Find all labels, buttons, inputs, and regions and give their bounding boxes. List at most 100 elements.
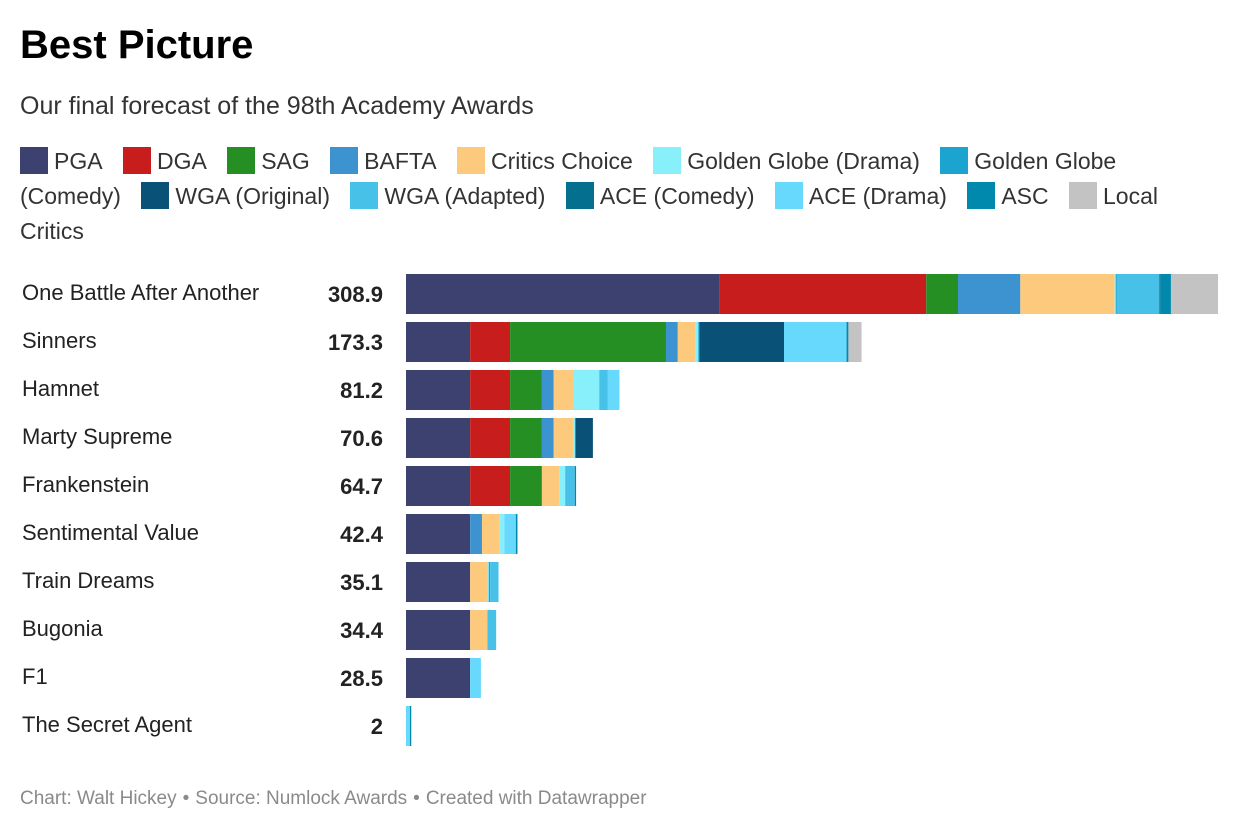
- legend-label: ASC: [1001, 183, 1049, 209]
- bar-segment-wga-adapted: [487, 610, 497, 650]
- bar-chart: One Battle After Another 308.9 Sinners 173.…: [22, 274, 1218, 746]
- bar-row-marty-supreme: Marty Supreme 70.6: [22, 418, 593, 458]
- bar-segment-golden-globe-comedy: [1115, 274, 1117, 314]
- bar-row-bugonia: Bugonia 34.4: [22, 610, 497, 650]
- bar-row-hamnet: Hamnet 81.2: [22, 370, 620, 410]
- bar-row-sentimental-value: Sentimental Value 42.4: [22, 514, 518, 554]
- legend-swatch: [653, 147, 682, 174]
- legend-swatch: [940, 147, 969, 174]
- category-label: F1: [22, 664, 48, 689]
- bar-segment-golden-globe-drama: [559, 466, 566, 506]
- bar-segment-golden-globe-drama: [695, 322, 699, 362]
- legend-swatch: [20, 147, 48, 174]
- legend-label: Local Critics: [20, 183, 1158, 244]
- bar-segment-wga-original: [575, 418, 593, 458]
- bar-segment-bafta: [541, 418, 554, 458]
- category-label: Sentimental Value: [22, 520, 199, 545]
- legend-swatch: [122, 147, 151, 174]
- bar-segment-ace-drama: [784, 322, 847, 362]
- footer-created-with: Created with Datawrapper: [425, 788, 647, 809]
- bar-segment-dga: [470, 418, 511, 458]
- bar-segment-golden-globe-drama: [487, 562, 489, 602]
- bar-row-sinners: Sinners 173.3: [22, 322, 862, 362]
- bar-segment-asc: [846, 322, 849, 362]
- bar-segment-asc: [1160, 274, 1171, 314]
- bar-segment-critics-choice: [553, 418, 574, 458]
- total-value-label: 35.1: [340, 570, 383, 595]
- legend-label: Golden Globe (Drama): [687, 148, 920, 174]
- bar-segment-asc: [515, 514, 518, 554]
- legend-label: ACE (Drama): [808, 183, 947, 209]
- legend-label: Critics Choice: [490, 148, 633, 174]
- bar-segment-critics-choice: [470, 562, 488, 602]
- bar-segment-wga-adapted: [490, 562, 499, 602]
- bar-segment-pga: [406, 610, 471, 650]
- legend: PGA DGA SAG BAFTA Critics Choice Golden …: [20, 144, 1200, 249]
- legend-item-asc: ASC: [967, 182, 1049, 209]
- bar-segment-critics-choice: [541, 466, 560, 506]
- total-value-label: 70.6: [340, 426, 383, 451]
- legend-swatch: [774, 182, 803, 209]
- legend-item-bafta: BAFTA: [330, 147, 437, 174]
- footer-credit: Chart: Walt Hickey: [20, 788, 177, 809]
- legend-item-local-critics: Local Critics: [20, 182, 1158, 244]
- total-value-label: 2: [371, 714, 383, 739]
- bar-segment-golden-globe-comedy: [575, 418, 577, 458]
- bar-segment-pga: [406, 418, 471, 458]
- bar-segment-critics-choice: [470, 610, 488, 650]
- bar-row-the-secret-agent: The Secret Agent 2: [22, 706, 412, 746]
- legend-item-ace-comedy: ACE (Comedy): [565, 182, 755, 209]
- bar-segment-ace-drama: [607, 370, 620, 410]
- bar-segment-pga: [406, 322, 471, 362]
- bar-row-frankenstein: Frankenstein 64.7: [22, 466, 577, 506]
- bar-row-f1: F1 28.5: [22, 658, 481, 698]
- bar-row-one-battle-after-another: One Battle After Another 308.9: [22, 274, 1218, 314]
- bar-segment-wga-adapted: [1116, 274, 1160, 314]
- category-label: Marty Supreme: [22, 424, 172, 449]
- bar-segment-critics-choice: [677, 322, 696, 362]
- legend-label: ACE (Comedy): [599, 183, 755, 209]
- legend-item-wga-adapted: WGA (Adapted): [350, 182, 546, 209]
- bar-segment-pga: [406, 562, 471, 602]
- bar-segment-dga: [470, 466, 511, 506]
- bar-segment-dga: [470, 370, 511, 410]
- bar-segment-asc: [409, 706, 412, 746]
- bar-segment-pga: [406, 370, 471, 410]
- bar-segment-dga: [470, 322, 511, 362]
- bar-segment-sag: [510, 466, 542, 506]
- legend-label: PGA: [54, 148, 103, 174]
- bar-segment-golden-globe-comedy: [488, 562, 491, 602]
- legend-swatch: [1069, 182, 1097, 209]
- bar-segment-golden-globe-comedy: [698, 322, 700, 362]
- bar-segment-pga: [406, 274, 720, 314]
- legend-item-pga: PGA: [20, 147, 103, 174]
- bar-row-train-dreams: Train Dreams 35.1: [22, 562, 499, 602]
- footer-separator: •: [182, 788, 190, 809]
- legend-item-golden-globe-drama: Golden Globe (Drama): [653, 147, 920, 174]
- category-label: One Battle After Another: [22, 280, 259, 305]
- bar-segment-golden-globe-drama: [573, 418, 576, 458]
- legend-item-golden-globe-comedy: Golden Globe (Comedy): [20, 147, 1116, 209]
- chart-subtitle: Our final forecast of the 98th Academy A…: [20, 92, 534, 120]
- legend-swatch: [350, 182, 379, 209]
- category-label: The Secret Agent: [22, 712, 192, 737]
- bar-segment-asc: [574, 466, 577, 506]
- total-value-label: 173.3: [328, 330, 383, 355]
- bar-segment-sag: [510, 322, 666, 362]
- legend-item-ace-drama: ACE (Drama): [774, 182, 947, 209]
- bar-segment-wga-original: [699, 322, 784, 362]
- legend-item-sag: SAG: [227, 147, 310, 174]
- category-label: Frankenstein: [22, 472, 149, 497]
- footer: Chart: Walt Hickey • Source: Numlock Award…: [20, 786, 647, 812]
- bar-segment-pga: [406, 514, 471, 554]
- total-value-label: 64.7: [340, 474, 383, 499]
- legend-label: WGA (Original): [175, 183, 330, 209]
- total-value-label: 28.5: [340, 666, 383, 691]
- bar-segment-pga: [406, 466, 471, 506]
- legend-label: WGA (Adapted): [384, 183, 546, 209]
- legend-swatch: [967, 182, 996, 209]
- footer-separator: •: [413, 788, 420, 809]
- legend-item-critics-choice: Critics Choice: [456, 147, 633, 174]
- bar-segment-critics-choice: [553, 370, 574, 410]
- bar-segment-bafta: [470, 514, 482, 554]
